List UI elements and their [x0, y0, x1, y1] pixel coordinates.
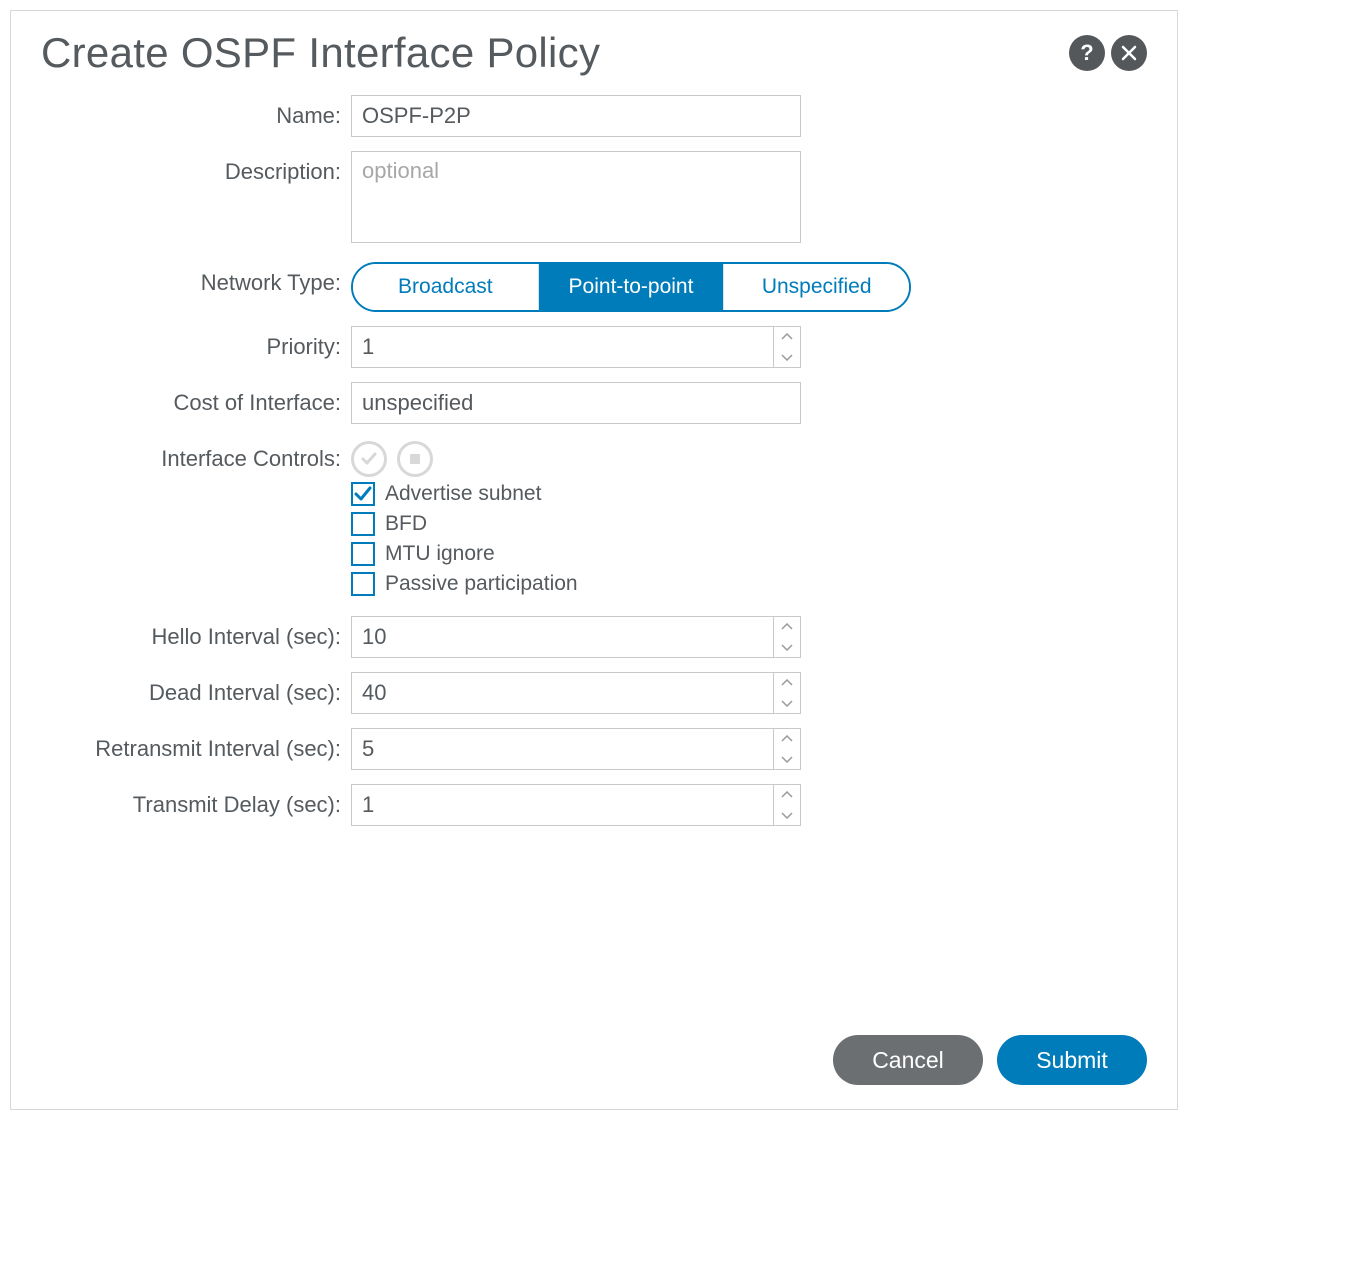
transmit-delay-input[interactable] — [351, 784, 773, 826]
checkbox-mtu-ignore[interactable]: MTU ignore — [351, 542, 1147, 566]
row-description: Description: — [41, 151, 1147, 248]
label-hello-interval: Hello Interval (sec): — [41, 616, 351, 650]
checkbox-bfd[interactable]: BFD — [351, 512, 1147, 536]
network-type-broadcast[interactable]: Broadcast — [353, 264, 539, 310]
dialog-header: Create OSPF Interface Policy ? — [41, 29, 1147, 77]
checkbox-label: Advertise subnet — [385, 482, 541, 506]
priority-step-up[interactable] — [774, 327, 800, 347]
retransmit-step-up[interactable] — [774, 729, 800, 749]
dead-step-up[interactable] — [774, 673, 800, 693]
label-transmit-delay: Transmit Delay (sec): — [41, 784, 351, 818]
label-network-type: Network Type: — [41, 262, 351, 296]
retransmit-interval-spinner — [351, 728, 801, 770]
priority-spinner — [351, 326, 801, 368]
label-retransmit-interval: Retransmit Interval (sec): — [41, 728, 351, 762]
checkbox-advertise-subnet[interactable]: Advertise subnet — [351, 482, 1147, 506]
row-dead-interval: Dead Interval (sec): — [41, 672, 1147, 714]
hello-spin-buttons — [773, 616, 801, 658]
label-priority: Priority: — [41, 326, 351, 360]
priority-spin-buttons — [773, 326, 801, 368]
hello-interval-spinner — [351, 616, 801, 658]
interface-controls-bulk-icons — [351, 438, 1147, 480]
checkbox-label: Passive participation — [385, 572, 578, 596]
interface-controls-list: Advertise subnet BFD MTU ignore Passive … — [351, 482, 1147, 596]
name-input[interactable] — [351, 95, 801, 137]
row-transmit-delay: Transmit Delay (sec): — [41, 784, 1147, 826]
transmit-delay-step-up[interactable] — [774, 785, 800, 805]
row-network-type: Network Type: Broadcast Point-to-point U… — [41, 262, 1147, 312]
dialog-title: Create OSPF Interface Policy — [41, 29, 600, 77]
header-icon-group: ? — [1069, 29, 1147, 71]
checkbox-passive-participation[interactable]: Passive participation — [351, 572, 1147, 596]
label-description: Description: — [41, 151, 351, 185]
label-dead-interval: Dead Interval (sec): — [41, 672, 351, 706]
dialog-create-ospf-interface-policy: Create OSPF Interface Policy ? Name: Des… — [10, 10, 1178, 1110]
hello-step-down[interactable] — [774, 637, 800, 657]
checkbox-label: MTU ignore — [385, 542, 495, 566]
priority-input[interactable] — [351, 326, 773, 368]
dead-interval-input[interactable] — [351, 672, 773, 714]
network-type-unspecified[interactable]: Unspecified — [724, 264, 909, 310]
checkbox-box-mtu-ignore — [351, 542, 375, 566]
transmit-delay-step-down[interactable] — [774, 805, 800, 825]
network-type-segmented: Broadcast Point-to-point Unspecified — [351, 262, 911, 312]
row-cost: Cost of Interface: — [41, 382, 1147, 424]
label-cost: Cost of Interface: — [41, 382, 351, 416]
description-input[interactable] — [351, 151, 801, 243]
transmit-delay-spinner — [351, 784, 801, 826]
checkbox-box-bfd — [351, 512, 375, 536]
dialog-footer: Cancel Submit — [833, 1035, 1147, 1085]
transmit-delay-spin-buttons — [773, 784, 801, 826]
form-body: Name: Description: Network Type: Broadca… — [41, 95, 1147, 826]
checkbox-box-passive-participation — [351, 572, 375, 596]
dead-step-down[interactable] — [774, 693, 800, 713]
cost-input[interactable] — [351, 382, 801, 424]
checkbox-label: BFD — [385, 512, 427, 536]
row-name: Name: — [41, 95, 1147, 137]
close-x-svg — [1120, 44, 1138, 62]
label-name: Name: — [41, 95, 351, 129]
hello-step-up[interactable] — [774, 617, 800, 637]
help-icon[interactable]: ? — [1069, 35, 1105, 71]
row-interface-controls: Interface Controls: Advertise su — [41, 438, 1147, 602]
label-interface-controls: Interface Controls: — [41, 438, 351, 472]
close-icon[interactable] — [1111, 35, 1147, 71]
row-retransmit-interval: Retransmit Interval (sec): — [41, 728, 1147, 770]
row-priority: Priority: — [41, 326, 1147, 368]
retransmit-spin-buttons — [773, 728, 801, 770]
submit-button[interactable]: Submit — [997, 1035, 1147, 1085]
check-all-icon[interactable] — [351, 441, 387, 477]
retransmit-interval-input[interactable] — [351, 728, 773, 770]
cancel-button[interactable]: Cancel — [833, 1035, 983, 1085]
dead-interval-spinner — [351, 672, 801, 714]
dead-spin-buttons — [773, 672, 801, 714]
hello-interval-input[interactable] — [351, 616, 773, 658]
row-hello-interval: Hello Interval (sec): — [41, 616, 1147, 658]
checkbox-box-advertise-subnet — [351, 482, 375, 506]
retransmit-step-down[interactable] — [774, 749, 800, 769]
priority-step-down[interactable] — [774, 347, 800, 367]
help-glyph: ? — [1080, 40, 1093, 66]
uncheck-all-icon[interactable] — [397, 441, 433, 477]
network-type-point-to-point[interactable]: Point-to-point — [539, 264, 725, 310]
